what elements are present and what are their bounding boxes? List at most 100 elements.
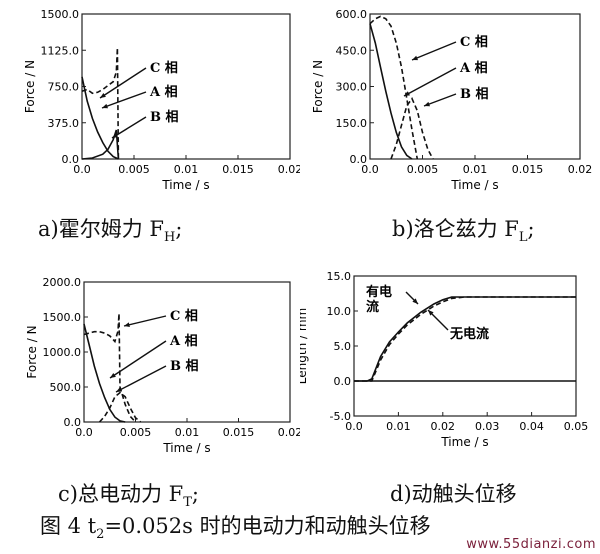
x-tick-label: 0.015 <box>512 163 544 176</box>
y-tick-label: 500.0 <box>50 381 82 394</box>
y-axis-label: Force / N <box>311 60 325 113</box>
figure-caption: 图 4 t2=0.052s 时的电动力和动触头位移 <box>40 514 431 543</box>
plot-area <box>83 281 291 423</box>
y-tick-label: 375.0 <box>48 117 80 130</box>
y-tick-label: -5.0 <box>330 410 351 423</box>
x-tick-label: 0.01 <box>386 420 411 433</box>
y-tick-label: 150.0 <box>336 117 368 130</box>
x-tick-label: 0.03 <box>475 420 500 433</box>
series-annotation: A 相 <box>149 84 178 100</box>
x-tick-label: 0.0 <box>73 163 91 176</box>
x-tick-label: 0.01 <box>174 163 199 176</box>
annotation-arrowhead <box>412 55 418 61</box>
x-axis-label: Time / s <box>450 178 498 192</box>
x-tick-label: 0.01 <box>463 163 488 176</box>
y-axis-label: Force / N <box>25 325 39 378</box>
series-annotation: 有电 <box>366 284 392 300</box>
series-annotation: A 相 <box>169 333 198 349</box>
caption-lorentz: b)洛仑兹力 FL; <box>392 217 535 246</box>
x-tick-label: 0.015 <box>223 426 255 439</box>
series-line-2 <box>390 96 434 160</box>
annotation-arrow <box>403 67 457 97</box>
annotation-arrowhead <box>102 103 108 109</box>
series-annotation: C 相 <box>150 60 178 76</box>
x-tick-label: 0.05 <box>564 420 589 433</box>
y-axis-label: Length / mm <box>300 308 309 384</box>
series-line-0 <box>83 313 137 423</box>
series-annotation: B 相 <box>170 358 199 374</box>
y-tick-label: 1000.0 <box>43 346 82 359</box>
x-tick-label: 0.005 <box>407 163 439 176</box>
annotation-arrowhead <box>412 298 418 304</box>
caption-total: c)总电动力 FT; <box>58 482 199 511</box>
x-tick-label: 0.005 <box>118 163 150 176</box>
x-tick-label: 0.0 <box>75 426 93 439</box>
series-annotation: 流 <box>366 299 379 315</box>
x-axis-label: Time / s <box>162 441 210 455</box>
annotation-arrowhead <box>112 133 118 138</box>
y-tick-label: 300.0 <box>336 81 368 94</box>
annotation-arrow <box>109 340 167 379</box>
chart-panel-total: 0.0 0.005 0.01 0.015 0.02 0.0 500.0 1000.0 1500.… <box>0 268 300 468</box>
y-tick-label: 1125.0 <box>41 44 80 57</box>
series-line-0 <box>369 15 419 160</box>
y-axis-label: Force / N <box>23 60 37 113</box>
annotation-arrowhead <box>116 387 122 392</box>
series-line-0 <box>81 47 120 160</box>
chart-hall-force: 0.0 0.005 0.01 0.015 0.02 0.0 375.0 750.0 1125.0… <box>23 8 300 192</box>
x-tick-label: 0.015 <box>222 163 254 176</box>
series-annotation: B 相 <box>460 86 489 102</box>
chart-total-force: 0.0 0.005 0.01 0.015 0.02 0.0 500.0 1000.0 1500.… <box>25 276 300 455</box>
x-tick-label: 0.02 <box>278 163 300 176</box>
annotation-arrow <box>101 91 147 109</box>
x-tick-label: 0.02 <box>431 420 456 433</box>
x-tick-label: 0.005 <box>120 426 152 439</box>
annotation-arrowhead <box>100 93 106 98</box>
y-tick-label: 2000.0 <box>43 276 82 289</box>
y-tick-label: 0.0 <box>62 153 80 166</box>
annotation-arrowhead <box>424 101 430 107</box>
chart-displacement: 0.0 0.01 0.02 0.03 0.04 0.05-5.00.05.010.015.… <box>300 270 589 449</box>
x-tick-label: 0.0 <box>345 420 363 433</box>
series-line-1 <box>81 76 119 160</box>
caption-displacement: d)动触头位移 <box>390 482 517 506</box>
y-tick-label: 0.0 <box>334 375 352 388</box>
chart-lorentz-force: 0.0 0.005 0.01 0.015 0.02 0.0 150.0 300.0 450.0 6… <box>311 8 593 192</box>
annotation-arrow <box>123 315 167 327</box>
y-tick-label: 600.0 <box>336 8 368 21</box>
y-tick-label: 750.0 <box>48 81 80 94</box>
y-tick-label: 0.0 <box>350 153 368 166</box>
x-tick-label: 0.04 <box>519 420 544 433</box>
annotation-arrowhead <box>124 322 130 327</box>
annotation-arrowhead <box>110 373 116 378</box>
series-line-0 <box>354 296 576 382</box>
chart-panel-displacement: 0.0 0.01 0.02 0.03 0.04 0.05 -5.0 0.0 5.0 10.0 15.… <box>300 262 600 462</box>
y-tick-label: 450.0 <box>336 44 368 57</box>
y-tick-label: 0.0 <box>64 416 82 429</box>
series-annotation: A 相 <box>459 60 488 76</box>
series-line-1 <box>369 23 413 160</box>
x-tick-label: 0.02 <box>568 163 593 176</box>
y-tick-label: 10.0 <box>327 305 352 318</box>
watermark: www.55dianzi.com <box>466 537 596 552</box>
x-axis-label: Time / s <box>440 435 488 449</box>
series-annotation: C 相 <box>170 308 198 324</box>
caption-hall: a)霍尔姆力 FH; <box>38 217 183 246</box>
series-annotation: C 相 <box>460 34 488 50</box>
y-tick-label: 15.0 <box>327 270 352 283</box>
annotation-arrow <box>111 116 147 139</box>
series-line-1 <box>354 296 576 382</box>
x-tick-label: 0.0 <box>361 163 379 176</box>
x-tick-label: 0.02 <box>278 426 300 439</box>
series-annotation: B 相 <box>150 109 179 125</box>
chart-panel-lorentz: 0.0 0.005 0.01 0.015 0.02 0.0 150.0 300.0 450.0 6… <box>300 0 600 200</box>
y-tick-label: 1500.0 <box>43 311 82 324</box>
annotation-arrow <box>115 365 167 393</box>
series-line-2 <box>98 391 142 423</box>
series-annotation: 无电流 <box>449 326 489 342</box>
x-axis-label: Time / s <box>161 178 209 192</box>
series-line-2 <box>81 129 120 160</box>
annotation-arrowhead <box>404 91 410 96</box>
x-tick-label: 0.01 <box>175 426 200 439</box>
y-tick-label: 5.0 <box>334 340 352 353</box>
